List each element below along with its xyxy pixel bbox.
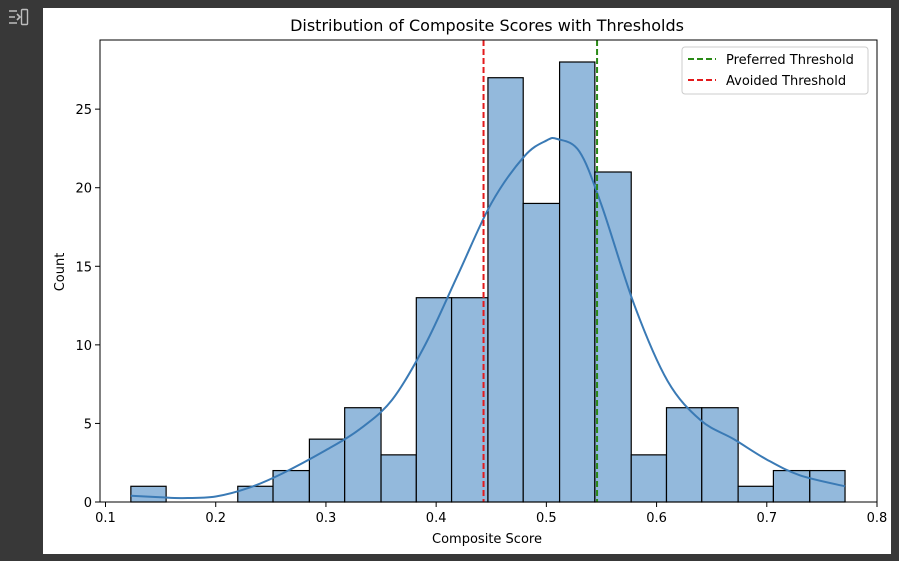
y-tick-label: 0 xyxy=(84,496,92,511)
x-tick-label: 0.7 xyxy=(756,511,777,526)
x-axis-label: Composite Score xyxy=(432,532,542,547)
x-tick-label: 0.4 xyxy=(426,511,447,526)
histogram-bar xyxy=(415,297,453,503)
clipped-output-text xyxy=(43,554,899,561)
output-collapse-icon[interactable] xyxy=(7,8,29,26)
histogram-bars xyxy=(130,61,846,503)
y-tick-label: 5 xyxy=(84,417,92,432)
y-axis-label: Count xyxy=(53,253,68,292)
histogram-bar xyxy=(701,407,739,503)
x-tick-label: 0.8 xyxy=(867,511,888,526)
x-tick-label: 0.5 xyxy=(536,511,557,526)
histogram-bar xyxy=(772,469,811,503)
histogram-bar xyxy=(487,77,524,503)
plot-frame xyxy=(99,39,878,503)
y-tick-label: 20 xyxy=(75,182,92,197)
histogram-chart: Distribution of Composite Scores with Th… xyxy=(53,16,887,547)
histogram-bar xyxy=(558,61,596,503)
y-tick-label: 10 xyxy=(75,339,92,354)
histogram-bar xyxy=(522,202,561,503)
histogram-bar xyxy=(630,454,668,503)
legend: Preferred Threshold Avoided Threshold xyxy=(681,46,869,95)
x-tick-label: 0.3 xyxy=(316,511,337,526)
histogram-bar xyxy=(344,407,382,503)
x-tick-label: 0.6 xyxy=(646,511,667,526)
chart-title: Distribution of Composite Scores with Th… xyxy=(290,16,684,35)
threshold-lines xyxy=(482,40,599,502)
kde-curve xyxy=(130,136,846,500)
histogram-bar xyxy=(380,454,417,503)
y-tick-label: 25 xyxy=(75,103,92,118)
output-gutter xyxy=(0,0,43,561)
cell-output-panel: Distribution of Composite Scores with Th… xyxy=(43,8,891,554)
y-axis: 0 5 10 15 20 25 xyxy=(75,103,100,511)
histogram-bar xyxy=(237,485,274,503)
x-axis: 0.1 0.2 0.3 0.4 0.5 0.6 0.7 0.8 xyxy=(95,502,887,526)
histogram-bar xyxy=(737,485,774,503)
histogram-bar xyxy=(665,407,703,503)
legend-label: Avoided Threshold xyxy=(726,74,846,89)
y-tick-label: 15 xyxy=(75,260,92,275)
legend-label: Preferred Threshold xyxy=(726,53,854,68)
x-tick-label: 0.2 xyxy=(205,511,226,526)
histogram-bar xyxy=(130,485,167,503)
histogram-bar xyxy=(594,171,632,503)
histogram-bar xyxy=(450,297,489,503)
histogram-bar xyxy=(809,469,846,503)
x-tick-label: 0.1 xyxy=(95,511,116,526)
legend-box xyxy=(681,46,869,95)
